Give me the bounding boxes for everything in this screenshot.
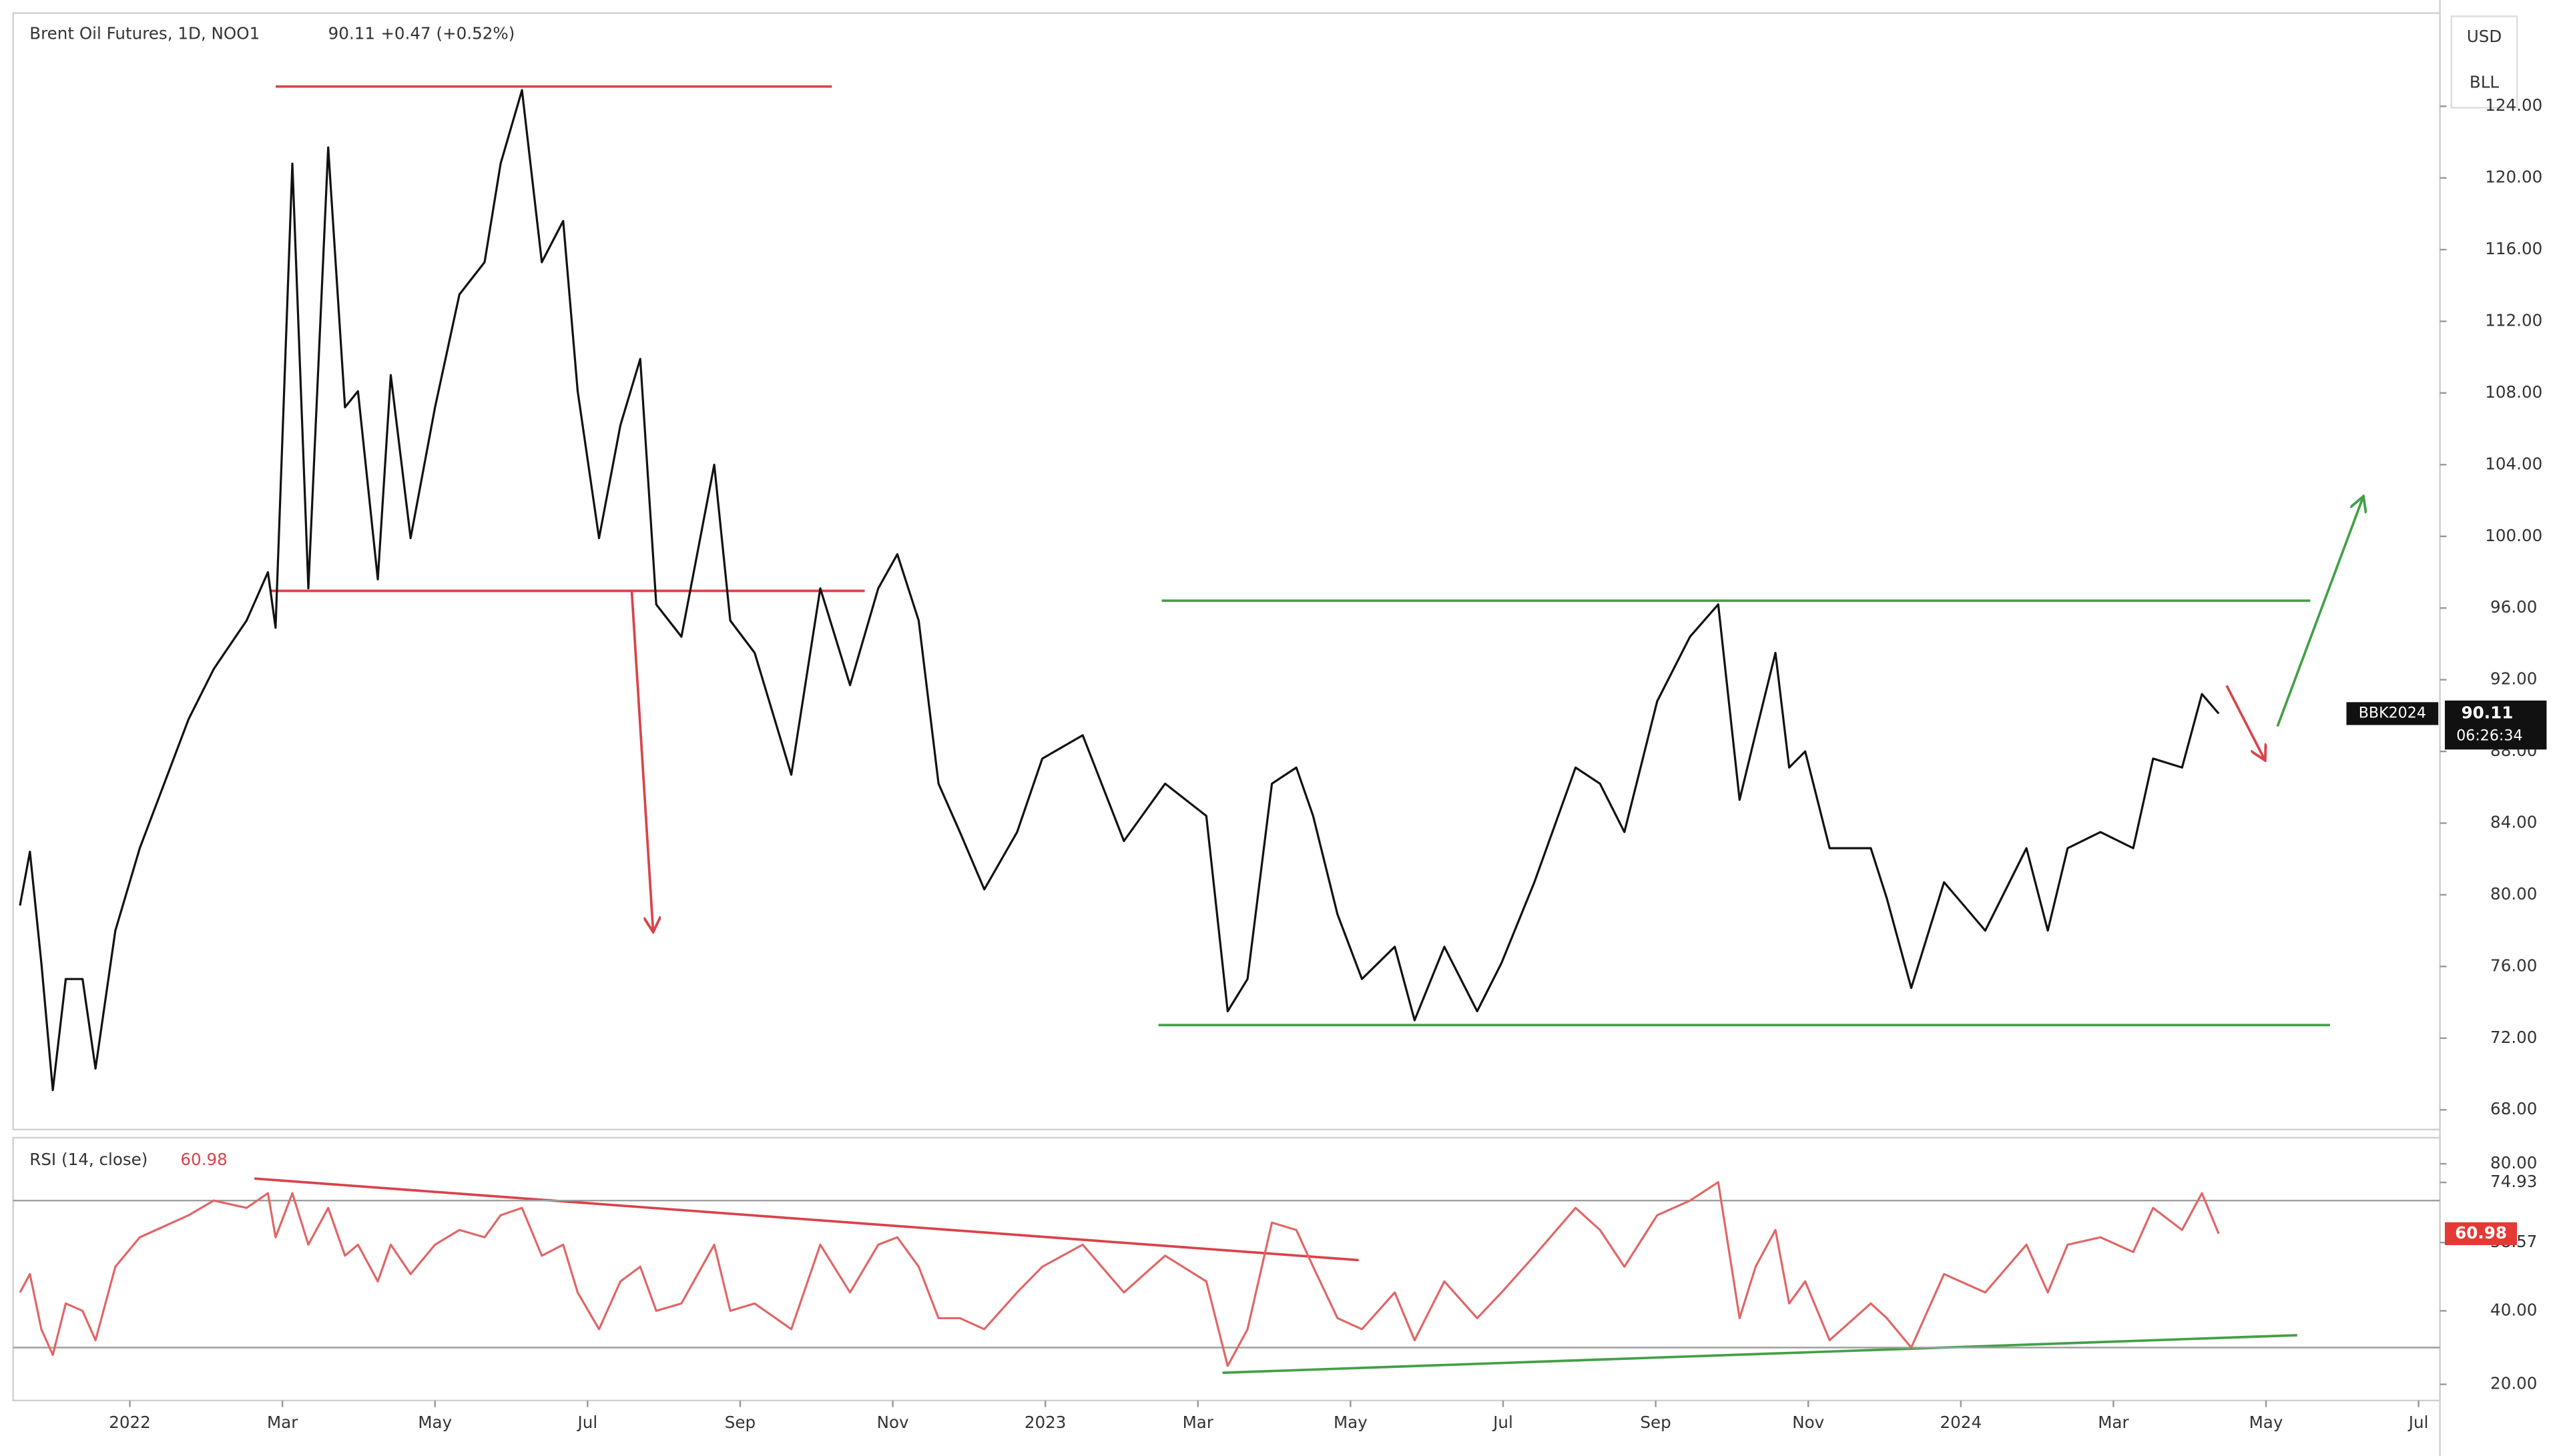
rsi-title: RSI (14, close)	[29, 1150, 148, 1169]
pullback-arrow	[2225, 685, 2265, 759]
x-tick-label: Mar	[2098, 1413, 2129, 1432]
annotations	[254, 85, 2363, 1375]
rsi-tag	[2444, 1222, 2518, 1245]
price-tag	[2444, 700, 2547, 750]
y-tick-label: 112.00	[2485, 311, 2542, 330]
x-tick-label: May	[2249, 1413, 2283, 1432]
rsi-downtrend	[254, 1177, 1359, 1262]
y-tick-label: 20.00	[2490, 1374, 2537, 1393]
y-tick-label: 76.00	[2490, 956, 2537, 975]
y-tick-label: 84.00	[2490, 813, 2537, 832]
y-tick-label: 92.00	[2490, 669, 2537, 689]
y-tick-label: 80.00	[2490, 884, 2537, 903]
x-tick-label: Jul	[577, 1413, 598, 1432]
chart-title: Brent Oil Futures, 1D, NOO1	[29, 23, 260, 43]
x-tick-label: 2024	[1940, 1413, 1982, 1432]
x-tick-label: Nov	[1792, 1413, 1824, 1432]
x-tick-label: Nov	[877, 1413, 909, 1432]
y-tick-label: 116.00	[2485, 239, 2542, 258]
rsi-last-value: 60.98	[180, 1150, 227, 1169]
x-tick-label: Mar	[1183, 1413, 1214, 1432]
x-tick-label: Jul	[2407, 1413, 2429, 1432]
y-tick-label: 120.00	[2485, 167, 2542, 187]
y-tick-label: 100.00	[2485, 526, 2542, 545]
y-tick-label: 80.00	[2490, 1153, 2537, 1172]
y-tick-label: 96.00	[2490, 597, 2537, 617]
y-tick-label: 74.93	[2490, 1172, 2537, 1191]
price-tag-label: 90.11	[2462, 703, 2514, 722]
price-line	[19, 1181, 2220, 1367]
x-tick-label: Jul	[1492, 1413, 1513, 1432]
currency-box	[2450, 15, 2518, 109]
x-tick-label: Mar	[267, 1413, 298, 1432]
contract-label: BBK2024	[2359, 705, 2426, 721]
rsi-uptrend	[1222, 1334, 2297, 1375]
countdown: 06:26:34	[2456, 728, 2522, 745]
y-tick-label: 72.00	[2490, 1028, 2537, 1047]
price-line	[19, 89, 2220, 1092]
x-tick-label: Sep	[725, 1413, 756, 1432]
target-arrow	[630, 591, 653, 931]
last-price: 90.11	[328, 23, 375, 43]
unit: BLL	[2470, 73, 2500, 92]
price-change: +0.47 (+0.52%)	[380, 23, 515, 43]
breakout-arrow	[2276, 498, 2363, 727]
x-tick-label: 2023	[1025, 1413, 1067, 1432]
x-tick-label: Sep	[1640, 1413, 1671, 1432]
y-tick-label: 68.00	[2490, 1099, 2537, 1118]
x-tick-label: May	[1334, 1413, 1368, 1432]
currency: USD	[2467, 27, 2502, 46]
contract-tag	[2346, 702, 2439, 725]
y-tick-label: 40.00	[2490, 1300, 2537, 1319]
x-tick-label: May	[418, 1413, 452, 1432]
y-tick-label: 124.00	[2485, 95, 2542, 115]
x-tick-label: 2022	[109, 1413, 151, 1432]
y-tick-label: 108.00	[2485, 382, 2542, 402]
rsi-tag-label: 60.98	[2455, 1223, 2507, 1242]
y-tick-label: 104.00	[2485, 454, 2542, 473]
